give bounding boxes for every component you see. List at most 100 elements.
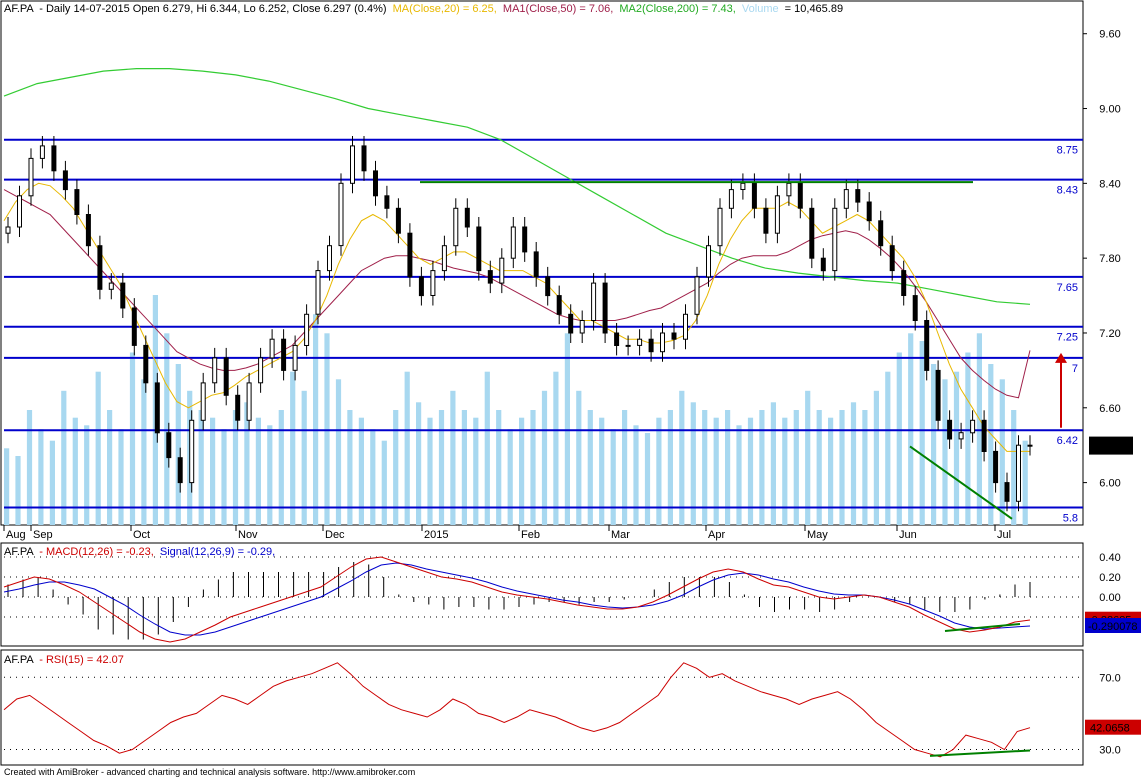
volume-bar	[164, 333, 170, 525]
level-label: 7	[1072, 363, 1078, 375]
candle-body	[763, 207, 769, 234]
candle-body	[235, 394, 241, 421]
rsi-legend: - RSI(15) = 42.07	[39, 654, 124, 666]
candle-body	[441, 245, 447, 272]
candle-body	[453, 207, 459, 247]
candle-body	[706, 245, 711, 278]
volume-bar	[713, 417, 719, 525]
volume-bar	[885, 371, 891, 525]
candle-body	[269, 338, 275, 359]
volume-bar	[244, 402, 250, 525]
candle-body	[717, 207, 723, 247]
rsi-line	[3, 662, 1031, 758]
candle-body	[85, 214, 91, 247]
candle-body	[660, 332, 665, 353]
candle-body	[212, 357, 218, 384]
candle-body	[281, 338, 287, 371]
candle-body	[545, 276, 551, 297]
volume-bar	[198, 410, 204, 525]
candle-body	[533, 251, 539, 278]
candle-body	[154, 382, 160, 434]
candle-body	[51, 145, 57, 172]
volume-bar	[49, 440, 55, 525]
volume-bar	[656, 417, 662, 525]
volume-bar	[507, 429, 513, 525]
volume-bar	[679, 390, 685, 525]
candle-body	[304, 313, 310, 346]
candle-body	[223, 357, 229, 396]
price-header: AF.PA - Daily 14-07-2015 Open 6.279, Hi …	[4, 3, 843, 15]
level-label: 6.42	[1057, 435, 1078, 447]
candle-body	[602, 282, 608, 334]
candle-body	[579, 320, 585, 334]
volume-bar	[175, 364, 181, 525]
x-month-label: 2015	[424, 529, 448, 541]
candle-body	[568, 313, 574, 334]
rsi-divergence-line	[929, 749, 1031, 757]
volume-bar	[736, 425, 742, 525]
candle-body	[487, 270, 493, 284]
volume-bar	[141, 379, 147, 525]
candle-body	[556, 295, 562, 315]
volume-bar	[564, 333, 570, 525]
candle-body	[177, 457, 183, 484]
volume-bar	[805, 390, 811, 525]
candle-body	[522, 226, 528, 253]
candle-body	[74, 189, 80, 216]
x-month-label: Dec	[325, 529, 345, 541]
candle-body	[338, 182, 344, 247]
volume-legend-label: Volume	[742, 3, 779, 15]
volume-bar	[530, 410, 536, 525]
candle-body	[878, 220, 884, 247]
x-month-label: Aug	[6, 529, 26, 541]
candle-body	[694, 276, 700, 315]
macd-y-tick-label: 0.20	[1099, 572, 1120, 584]
volume-bar	[793, 410, 799, 525]
candle-body	[935, 369, 941, 421]
candle-body	[728, 189, 734, 209]
x-month-label: Mar	[611, 529, 630, 541]
volume-bar	[667, 410, 673, 525]
y-tick-label: 6.60	[1099, 403, 1120, 415]
target-arrow-head	[1055, 352, 1067, 363]
candle-body	[361, 145, 367, 172]
candle-body	[166, 432, 172, 459]
signal-end-box	[1085, 618, 1141, 633]
candle-body	[5, 226, 11, 234]
volume-bar	[255, 417, 261, 525]
x-month-label: Apr	[708, 529, 725, 541]
volume-bar	[816, 410, 822, 525]
volume-bar	[896, 352, 902, 525]
candle-body	[683, 313, 688, 340]
volume-bar	[335, 379, 342, 525]
volume-bar	[610, 429, 616, 525]
volume-bar	[26, 410, 33, 525]
candle-body	[751, 182, 757, 209]
candle-body	[786, 182, 792, 197]
rsi-panel-frame	[0, 649, 1084, 766]
rsi-y-tick-label: 70.0	[1099, 672, 1120, 684]
candle-body	[843, 189, 849, 209]
rsi-layer: 70.0 30.0 42.0658	[3, 662, 1141, 758]
volume-bar	[942, 379, 948, 525]
volume-bar	[1011, 410, 1017, 525]
volume-bar	[370, 429, 376, 525]
volume-bar	[232, 410, 239, 525]
x-month-label: Feb	[521, 529, 540, 541]
volume-bar	[404, 371, 410, 525]
volume-bar	[450, 390, 456, 525]
volume-bar	[988, 364, 994, 525]
macd-layer: 0.400.200.00-0.20-0.22685-0.290078	[3, 552, 1141, 643]
volume-bar	[61, 390, 67, 525]
candle-body	[131, 307, 137, 346]
y-tick-label: 7.20	[1099, 328, 1120, 340]
candle-body	[246, 382, 252, 421]
candle-body	[143, 344, 149, 384]
candle-body	[740, 182, 746, 191]
volume-bar	[347, 410, 353, 525]
volume-bar	[976, 333, 982, 525]
candle-body	[464, 207, 470, 228]
candle-body	[797, 182, 803, 209]
level-label: 8.75	[1057, 145, 1078, 157]
